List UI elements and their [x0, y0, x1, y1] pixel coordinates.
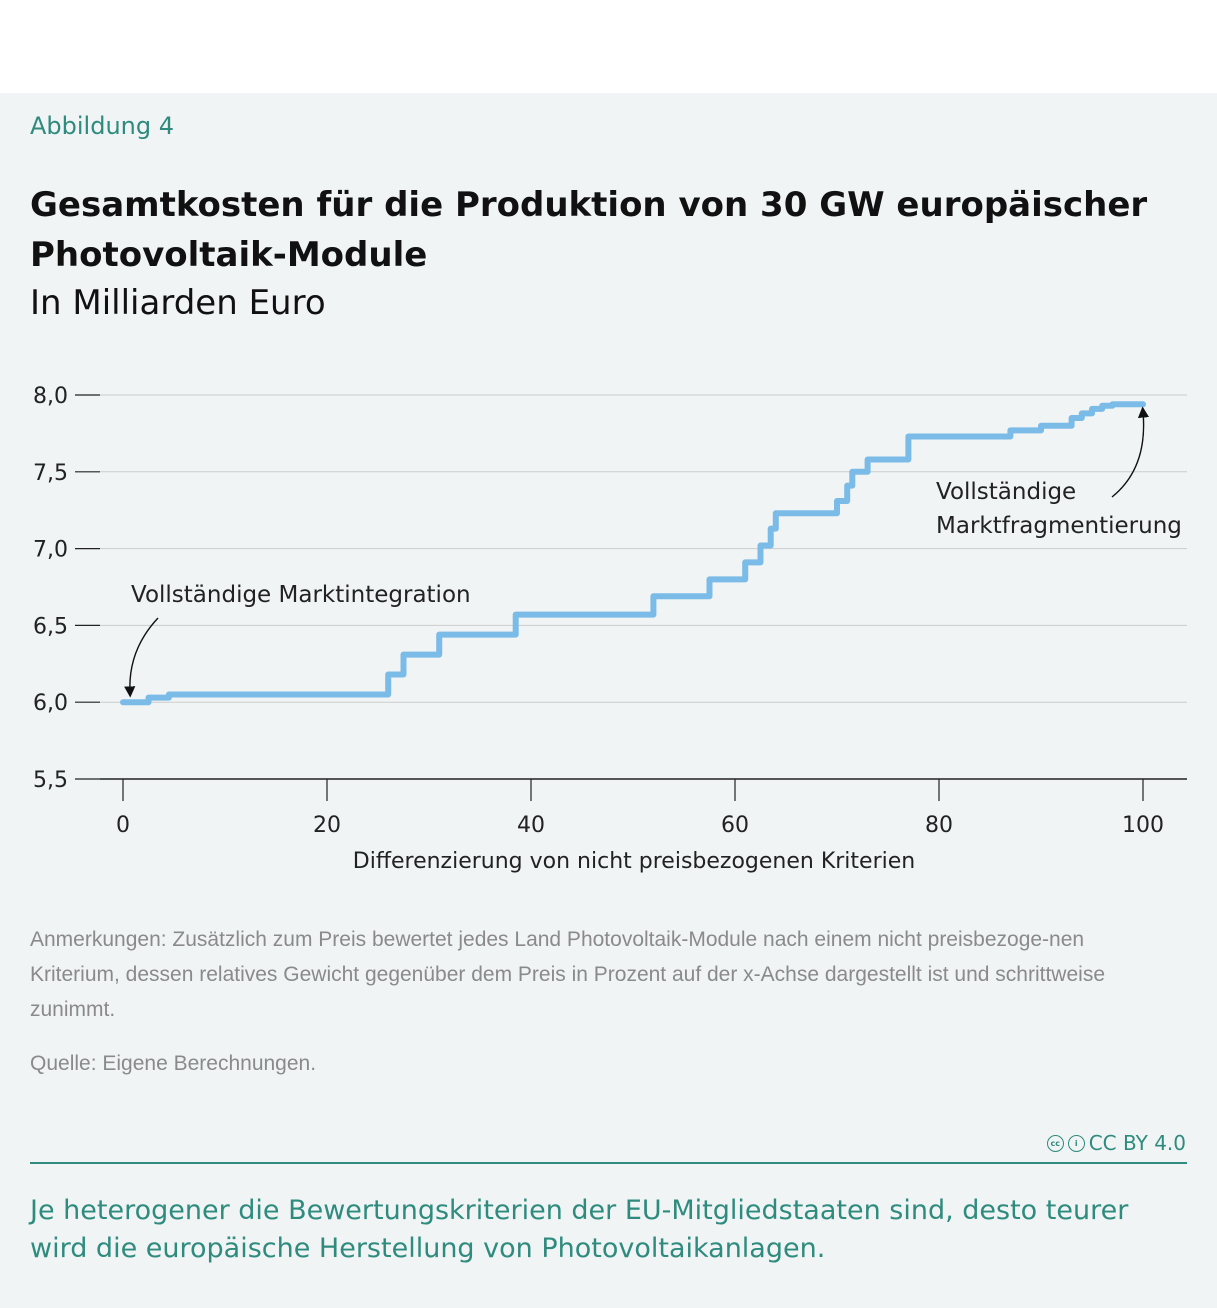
- figure-panel: [0, 93, 1217, 1308]
- annotation-arrow-fragmentation: [1111, 406, 1150, 498]
- license-badge[interactable]: cc i CC BY 4.0: [1046, 1131, 1186, 1155]
- x-axis: 0 20 40 60 80 100: [116, 779, 1164, 838]
- chart-notes: Anmerkungen: Zusätzlich zum Preis bewert…: [30, 928, 1105, 1021]
- figure-label: Abbildung 4: [30, 112, 175, 140]
- creative-commons-icon: cc: [1046, 1134, 1064, 1152]
- chart-title: Gesamtkosten für die Produktion von 30 G…: [30, 185, 1148, 275]
- x-tick-label: 100: [1122, 813, 1164, 838]
- summary-text: Je heterogener die Bewertungskriterien d…: [30, 1195, 1129, 1264]
- annotation-fragmentation-line2: Marktfragmentierung: [936, 513, 1182, 539]
- attribution-icon: i: [1067, 1134, 1085, 1152]
- y-tick-label: 5,5: [33, 768, 68, 793]
- chart-source: Quelle: Eigene Berechnungen.: [30, 1052, 317, 1075]
- license-text: CC BY 4.0: [1088, 1131, 1186, 1155]
- grid-lines: [100, 394, 1187, 780]
- x-tick-label: 0: [116, 813, 130, 838]
- y-tick-label: 7,5: [33, 461, 68, 486]
- x-tick-label: 40: [517, 813, 545, 838]
- annotation-arrow-integration: [124, 617, 159, 698]
- x-tick-label: 80: [925, 813, 953, 838]
- x-tick-label: 20: [313, 813, 341, 838]
- chart-subtitle: In Milliarden Euro: [30, 283, 326, 323]
- y-tick-label: 6,5: [33, 614, 68, 639]
- annotation-fragmentation-line1: Vollständige: [936, 479, 1076, 505]
- annotation-market-integration: Vollständige Marktintegration: [131, 582, 471, 608]
- x-tick-label: 60: [721, 813, 749, 838]
- y-tick-label: 8,0: [33, 384, 68, 409]
- x-axis-title: Differenzierung von nicht preisbezogenen…: [353, 849, 915, 874]
- y-tick-label: 6,0: [33, 691, 68, 716]
- y-tick-label: 7,0: [33, 538, 68, 563]
- series-line: [120, 401, 1146, 706]
- y-axis: 5,5 6,0 6,5 7,0 7,5 8,0: [33, 384, 100, 793]
- step-line-chart: 5,5 6,0 6,5 7,0 7,5 8,0 0 20 40 60 80 100 Differen…: [33, 384, 1187, 874]
- divider: [30, 1162, 1187, 1164]
